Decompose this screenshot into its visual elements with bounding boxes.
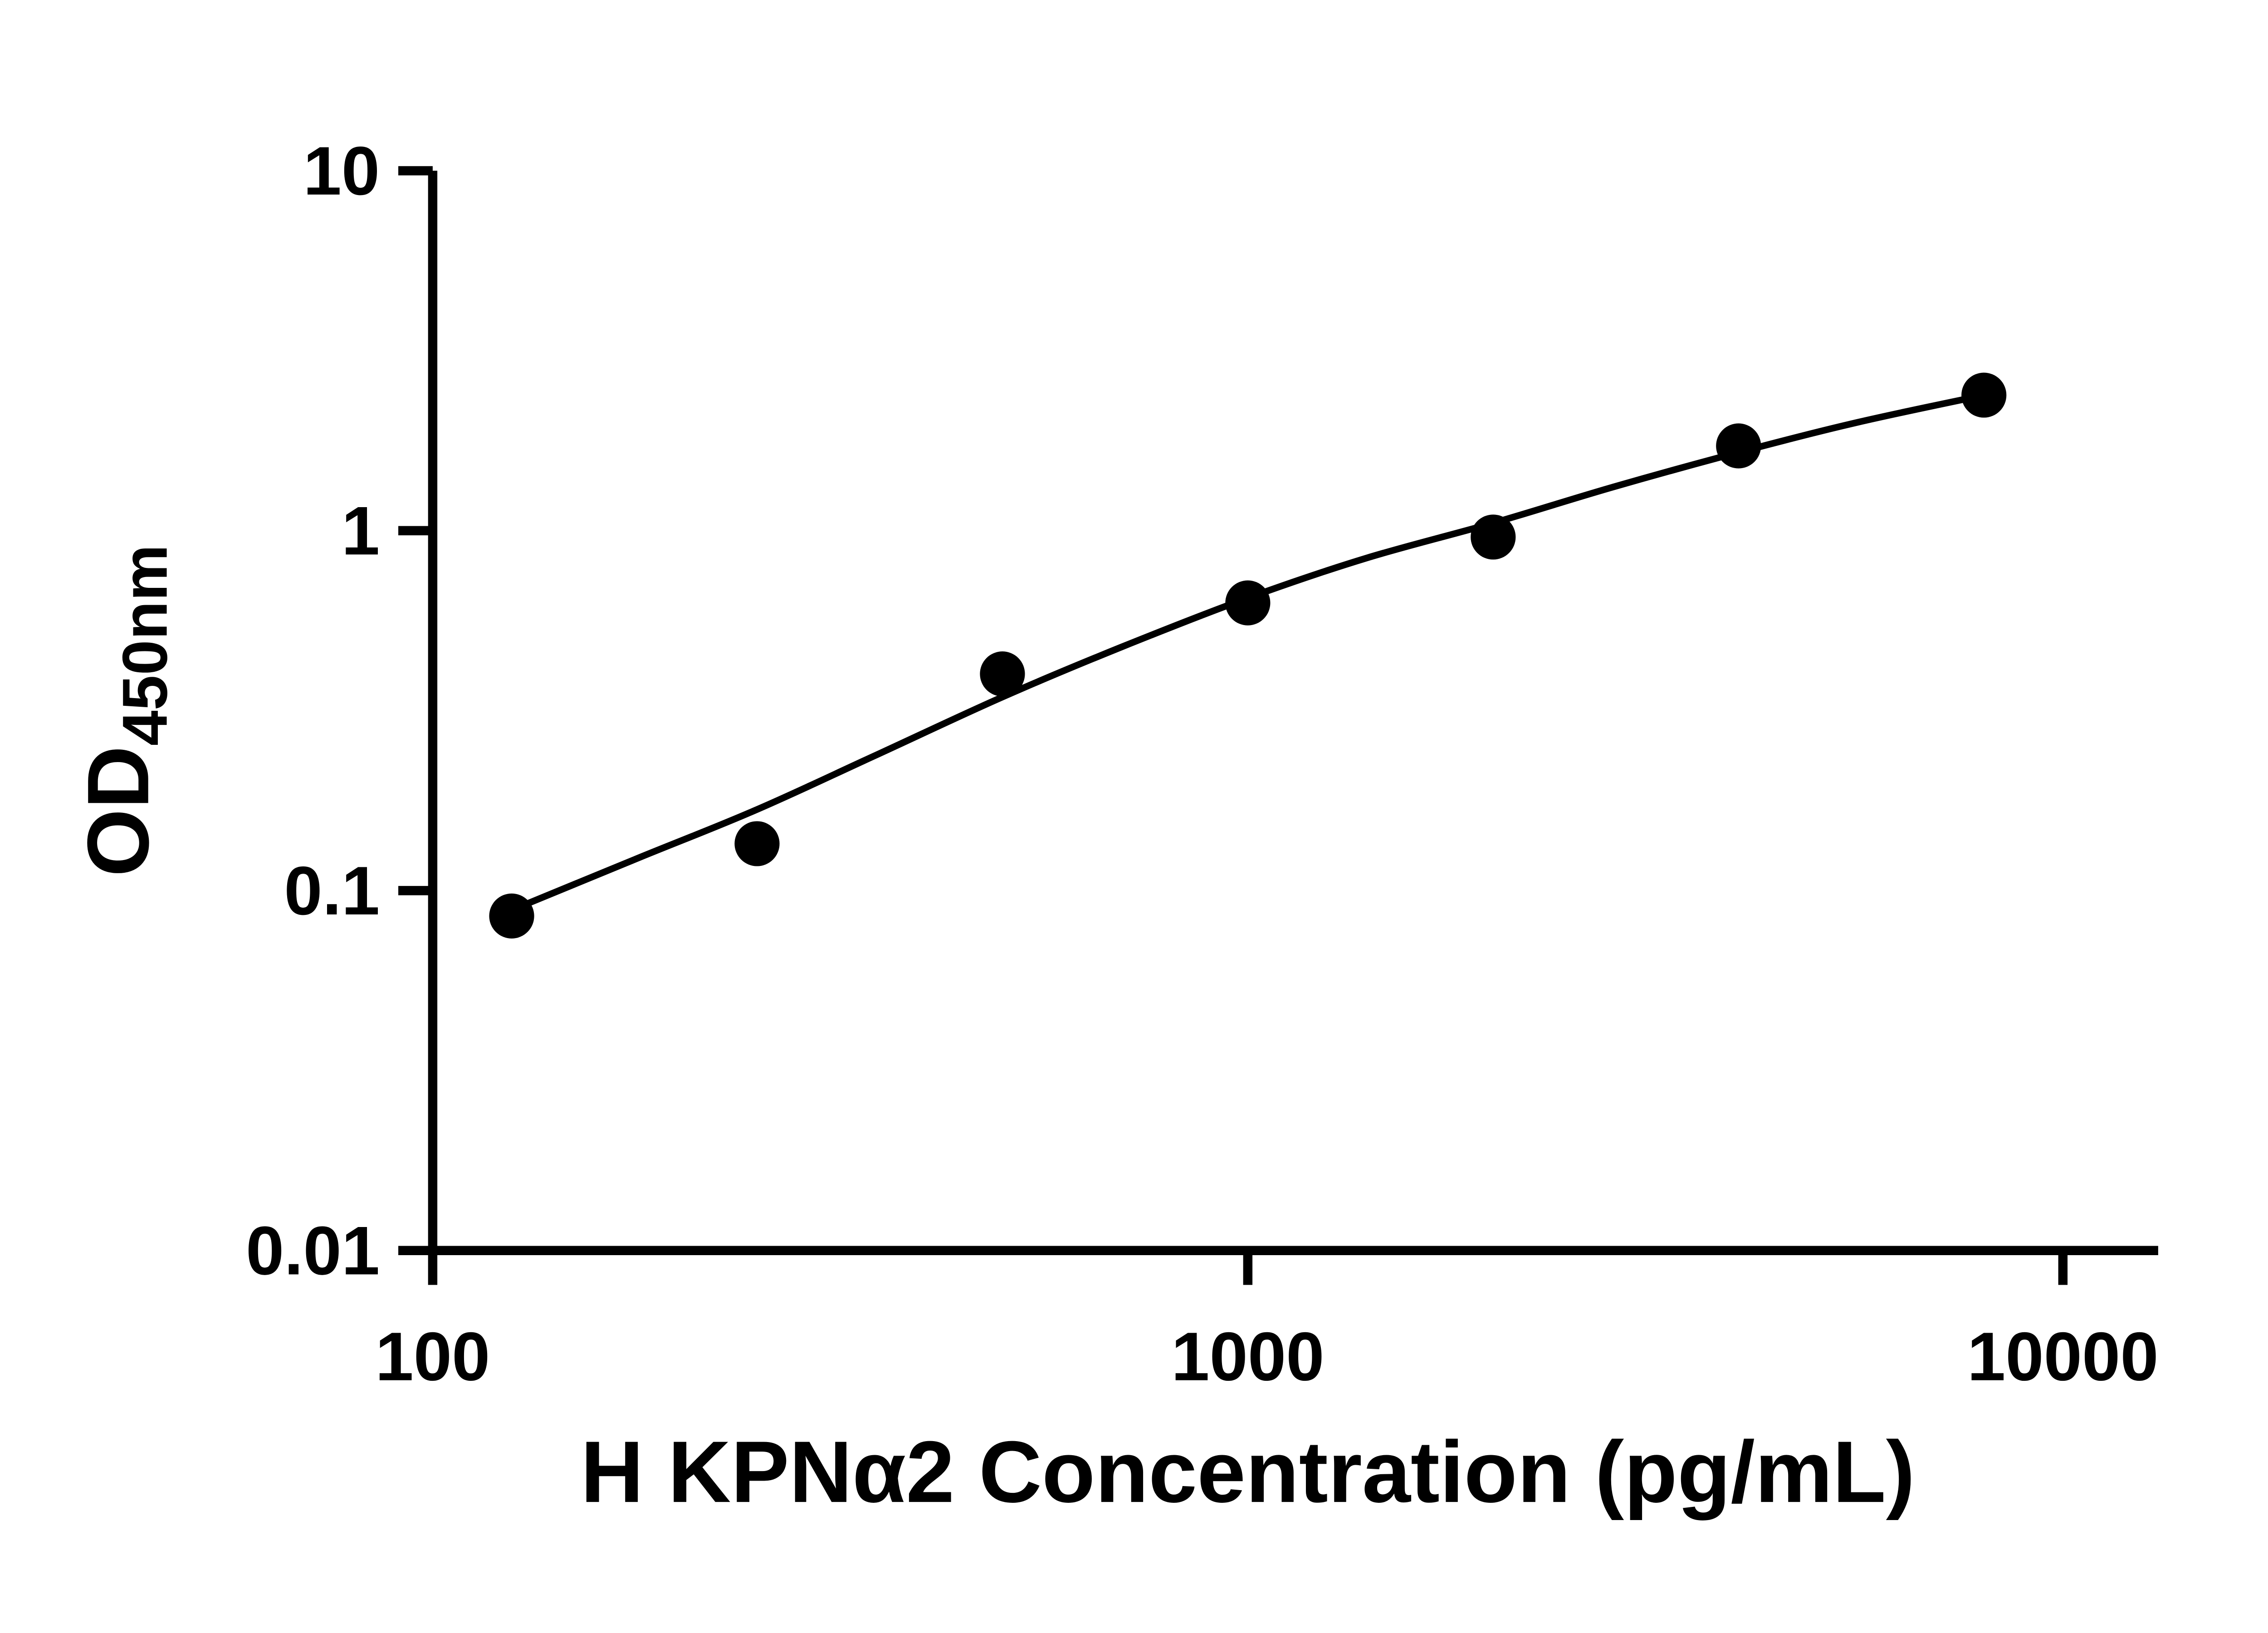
fit-curve (494, 391, 1987, 919)
plot-area: 100 1000 10000 0.01 0.1 1 10 (246, 133, 2159, 1395)
x-tick-label: 10000 (1967, 1319, 2159, 1395)
data-point (1961, 372, 2007, 418)
y-axis-title-main: OD (69, 746, 167, 877)
axes (428, 171, 2158, 1256)
y-tick-label: 1 (342, 493, 380, 569)
y-axis-title-subscript: 450nm (109, 544, 181, 746)
data-point (1471, 514, 1516, 560)
data-point (1225, 580, 1271, 626)
data-point (1716, 423, 1761, 469)
y-tick-label: 0.1 (284, 853, 380, 929)
x-axis-title: H KPNα2 Concentration (pg/mL) (581, 1423, 1915, 1521)
y-axis-title: OD450nm (69, 544, 181, 876)
x-tick-label: 100 (375, 1319, 490, 1395)
data-point (734, 821, 780, 866)
x-tick-label: 1000 (1171, 1319, 1324, 1395)
y-tick-label: 0.01 (246, 1213, 380, 1289)
y-tick-label: 10 (303, 133, 380, 210)
data-point (980, 651, 1025, 697)
data-point (489, 893, 534, 939)
